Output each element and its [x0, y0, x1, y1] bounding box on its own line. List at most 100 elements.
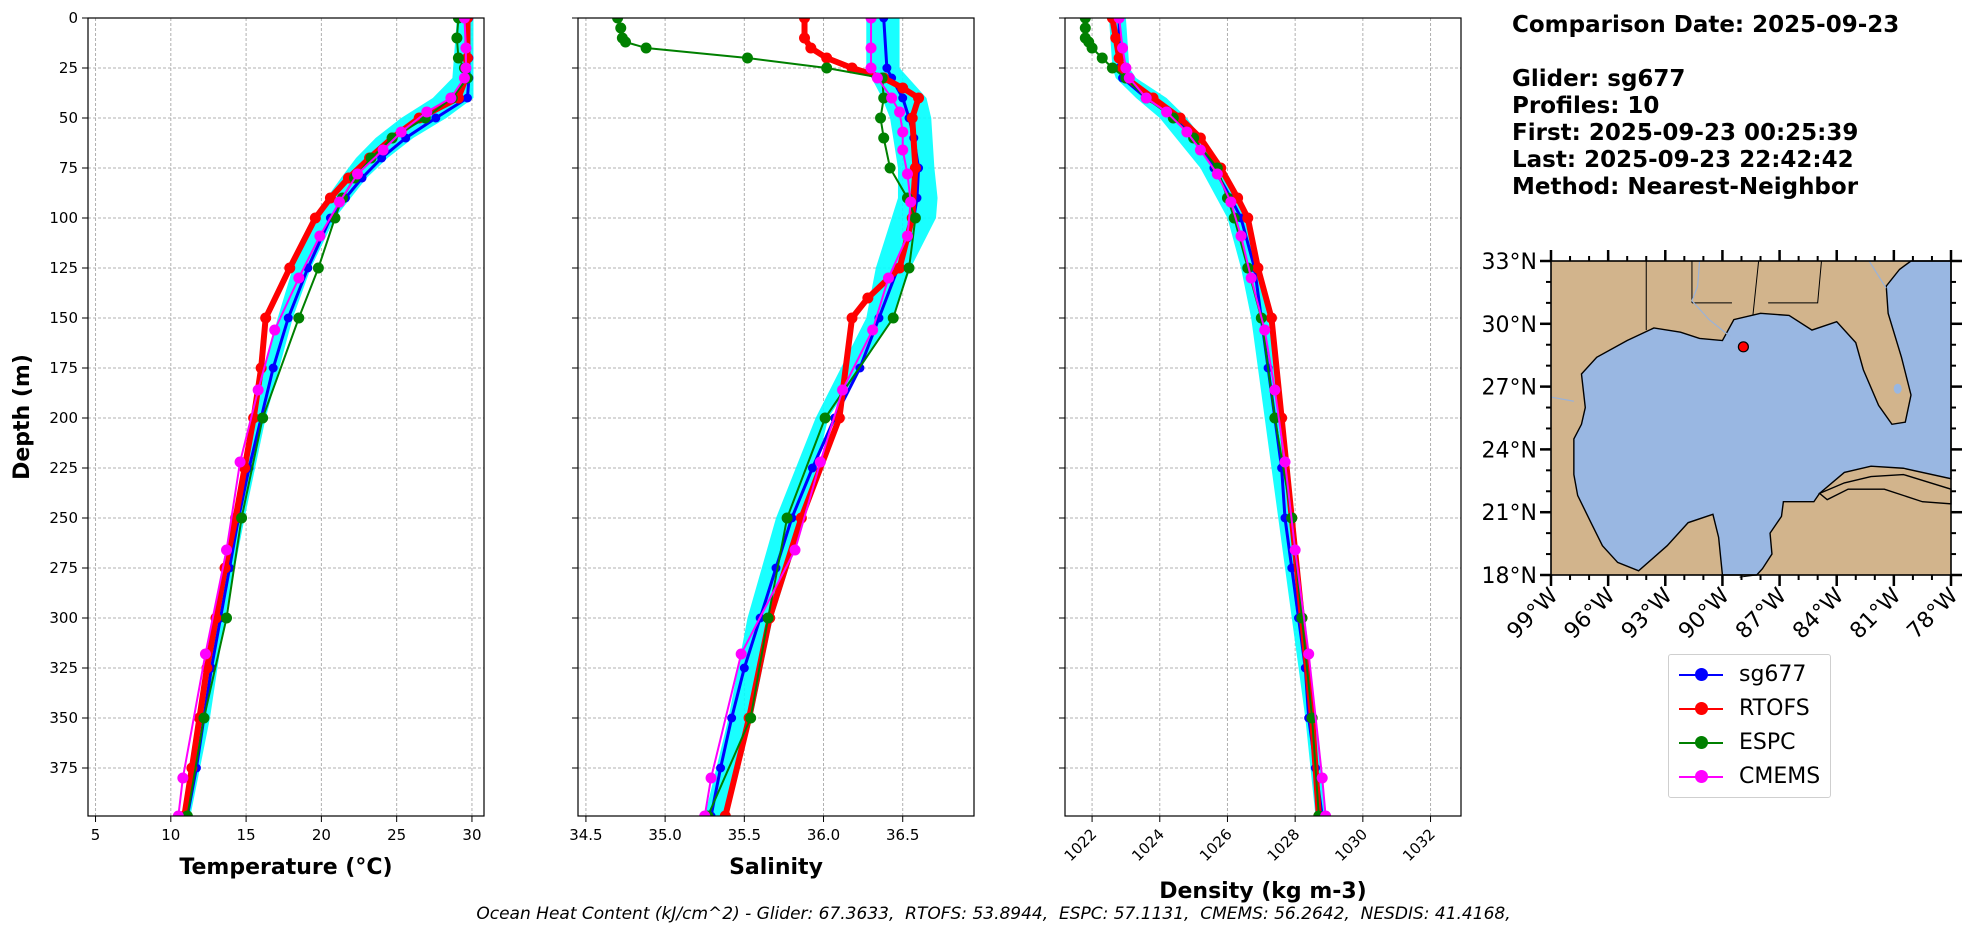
data-point-espc	[640, 42, 652, 54]
ohc-footer: Ocean Heat Content (kJ/cm^2) - Glider: 6…	[476, 904, 1511, 924]
data-point-cmems	[837, 384, 849, 396]
data-point-cmems	[1245, 272, 1257, 284]
series-line-cmems	[177, 18, 467, 816]
data-point-cmems	[1181, 126, 1193, 138]
state-border	[1768, 260, 1822, 304]
data-point-sg677	[377, 153, 387, 163]
map-lon-label: 96°W	[1560, 583, 1621, 644]
data-point-espc	[1079, 22, 1091, 34]
data-point-cmems	[314, 230, 326, 242]
data-point-cmems	[458, 72, 470, 84]
y-tick-label: 225	[49, 459, 78, 477]
data-point-cmems	[901, 230, 913, 242]
map-panel: 33°N 30°N 27°N 24°N 21°N 18°N99°W96°W93°W90°W…	[1482, 250, 1964, 644]
x-tick-label: 1026	[1196, 825, 1236, 865]
data-point-cmems	[177, 772, 189, 784]
series-line-espc	[186, 18, 469, 816]
chart-panel-1: 0 25 50 75 100 125 150 175 200 225 250 275 300 325 350…	[10, 9, 485, 880]
data-point-cmems	[377, 144, 389, 156]
map-lat-label: 24°N	[1482, 438, 1537, 463]
data-point-cmems	[867, 324, 879, 336]
data-point-cmems	[1120, 62, 1132, 74]
data-point-espc	[1106, 62, 1118, 74]
data-point-espc	[452, 52, 464, 64]
data-point-rtofs	[906, 112, 918, 124]
data-point-espc	[236, 512, 248, 524]
data-point-rtofs	[846, 312, 858, 324]
data-point-espc	[181, 810, 193, 816]
lake-okeechobee	[1893, 383, 1902, 394]
x-tick-label: 20	[312, 826, 331, 844]
data-point-cmems	[395, 126, 407, 138]
data-point-espc	[1296, 612, 1308, 624]
data-point-cmems	[1225, 196, 1237, 208]
map-lon-label: 78°W	[1903, 583, 1964, 644]
data-point-cmems	[705, 772, 717, 784]
map-lat-label: 30°N	[1482, 313, 1537, 338]
data-point-cmems	[1303, 648, 1315, 660]
data-point-sg677	[882, 63, 892, 73]
legend-label: CMEMS	[1739, 764, 1821, 789]
x-tick-label: 1028	[1264, 825, 1304, 865]
map-lon-label: 90°W	[1674, 583, 1735, 644]
y-tick-label: 250	[49, 509, 78, 527]
data-point-rtofs	[1265, 312, 1277, 324]
series-line-sg677	[709, 18, 921, 816]
data-point-rtofs	[799, 32, 811, 44]
comparison-date: Comparison Date: 2025-09-23	[1512, 12, 1900, 38]
data-point-cmems	[460, 62, 472, 74]
data-point-cmems	[269, 324, 281, 336]
data-point-rtofs	[821, 52, 833, 64]
data-point-espc	[878, 92, 890, 104]
first-profile: First: 2025-09-23 00:25:39	[1512, 120, 1859, 146]
x-tick-label: 35.5	[728, 826, 761, 844]
data-point-cmems	[333, 196, 345, 208]
legend-marker	[1695, 736, 1708, 749]
data-point-espc	[257, 412, 269, 424]
x-tick-label: 1032	[1399, 825, 1439, 865]
data-point-cmems	[1161, 106, 1173, 118]
data-point-rtofs	[260, 312, 272, 324]
data-point-espc	[451, 32, 463, 44]
x-tick-label: 36.0	[807, 826, 840, 844]
series-line-rtofs	[1109, 18, 1322, 816]
data-point-espc	[884, 162, 896, 174]
series-line-sg677	[1117, 18, 1324, 816]
data-point-cmems	[458, 18, 470, 24]
last-profile: Last: 2025-09-23 22:42:42	[1512, 147, 1854, 173]
data-point-cmems	[460, 42, 472, 54]
data-point-espc	[875, 112, 887, 124]
data-point-rtofs	[461, 52, 473, 64]
data-point-sg677	[268, 363, 278, 373]
data-point-cmems	[865, 62, 877, 74]
legend-label: RTOFS	[1739, 696, 1810, 721]
data-point-espc	[198, 712, 210, 724]
data-point-rtofs	[1113, 52, 1125, 64]
plot-frame	[577, 17, 975, 817]
data-point-rtofs	[862, 292, 874, 304]
legend-item-rtofs: RTOFS	[1669, 691, 1829, 725]
data-point-espc	[312, 262, 324, 274]
state-border	[1752, 260, 1760, 316]
data-point-sg677	[716, 763, 726, 773]
data-point-rtofs	[284, 262, 296, 274]
data-point-rtofs	[799, 18, 811, 24]
legend-item-sg677: sg677	[1669, 657, 1829, 691]
map-lat-label: 18°N	[1482, 564, 1537, 589]
river-line	[1868, 260, 1887, 289]
data-point-cmems	[172, 810, 184, 816]
data-point-cmems	[1316, 772, 1328, 784]
x-tick-label: 1024	[1128, 825, 1168, 865]
series-line-cmems	[1118, 18, 1327, 816]
data-point-cmems	[865, 42, 877, 54]
data-point-cmems	[421, 106, 433, 118]
glider-profile-envelope	[1109, 18, 1326, 816]
glider-profile-envelope	[181, 18, 474, 816]
chart-panel-3: 1022 1024 1026 1028 1030 1032 Density (kg m-3)	[1059, 17, 1462, 904]
data-point-espc	[293, 312, 305, 324]
legend-label: sg677	[1739, 662, 1807, 687]
legend-item-espc: ESPC	[1669, 725, 1829, 759]
data-point-cmems	[814, 456, 826, 468]
data-point-sg677	[879, 18, 889, 23]
x-tick-label: 15	[237, 826, 256, 844]
